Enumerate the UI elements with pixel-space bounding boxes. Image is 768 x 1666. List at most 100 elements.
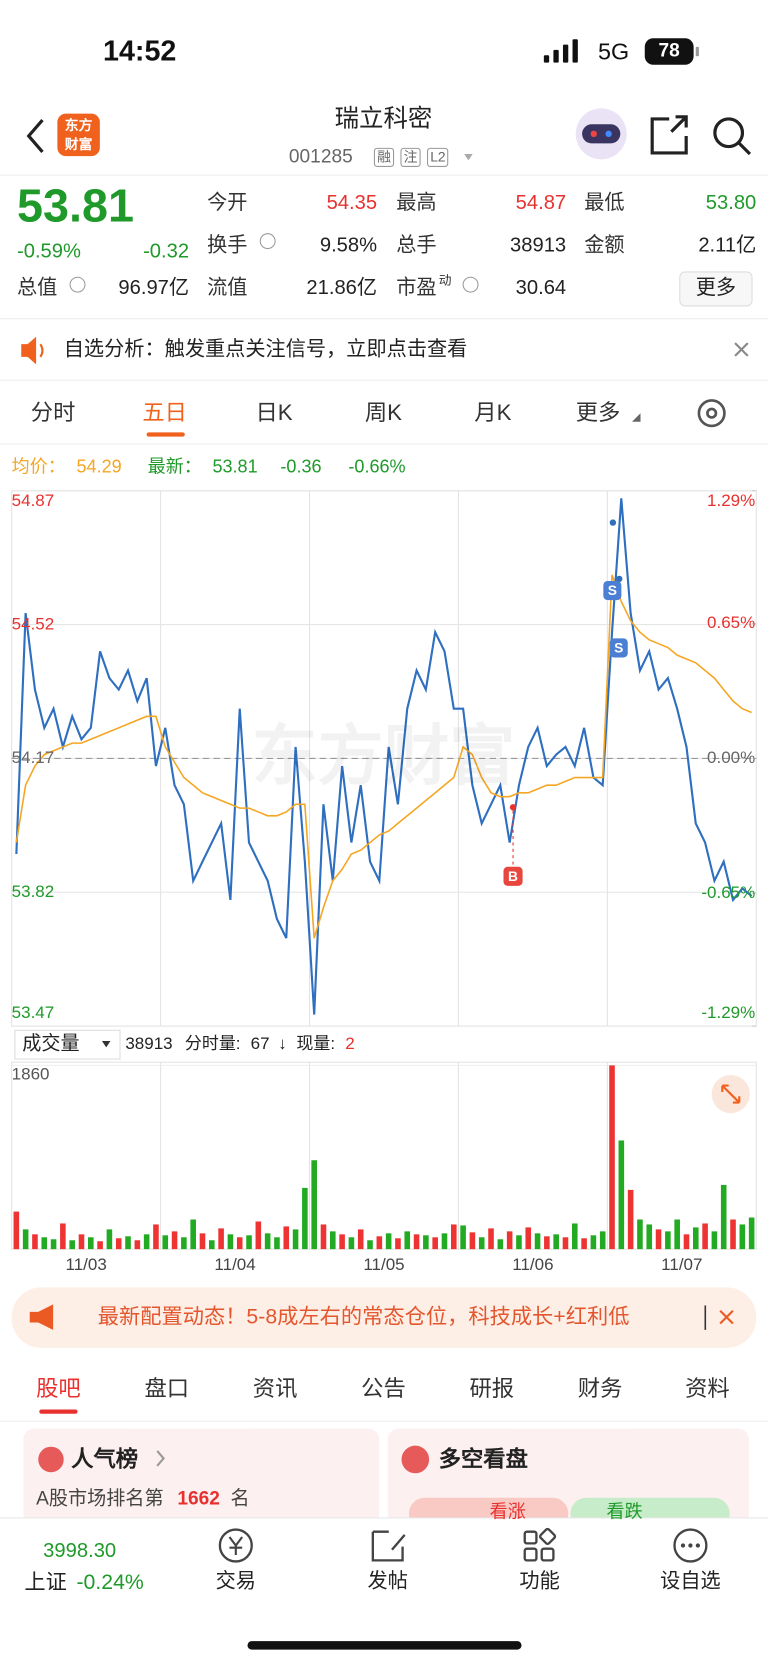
section-tab[interactable]: 研报 [469,1377,515,1402]
more-triangle [632,413,641,422]
nav-item[interactable]: 功能 [519,1570,560,1593]
section-tab[interactable]: 股吧 [36,1377,81,1402]
alert-bar[interactable] [0,318,768,381]
volume-selector-label[interactable]: 成交量 [22,1032,80,1054]
period-tab[interactable]: 分时 [30,400,76,426]
banner-text[interactable]: 最新配置动态！5-8成左右的常态仓位，科技成长+红利低 [97,1305,630,1329]
banner[interactable] [11,1287,757,1348]
period-tab[interactable]: 五日 [142,400,187,426]
logo [57,113,100,157]
volume-bar [544,1236,550,1250]
volume-bar [469,1232,476,1250]
volume-selector[interactable] [14,1029,121,1060]
period-tab[interactable]: 周K [364,400,403,426]
period-tab[interactable]: 日K [255,400,293,426]
section-tab[interactable]: 公告 [361,1377,406,1402]
watchlist-icon[interactable] [673,1528,708,1563]
index-value[interactable]: 3998.30 [43,1539,117,1563]
volume-frame [11,1061,757,1250]
share-icon[interactable] [650,115,688,155]
volume-total: 38913 [125,1035,173,1054]
volume-bar [739,1224,746,1250]
volume-bar [236,1237,243,1250]
post-icon[interactable] [371,1530,406,1562]
info-icon[interactable] [462,276,479,293]
section-tab[interactable]: 资讯 [252,1377,298,1402]
search-icon[interactable] [713,117,745,149]
nav-item[interactable]: 发帖 [367,1570,408,1593]
volume-bar [41,1237,48,1250]
volume-bar [255,1221,262,1250]
section-tab[interactable]: 资料 [685,1377,730,1402]
volume-bar [599,1231,606,1250]
section-tab[interactable]: 财务 [577,1377,623,1402]
info-icon[interactable] [259,233,276,250]
info-icon[interactable] [69,276,86,293]
y-tick-label: 54.17 [11,749,55,768]
field-value: 9.58% [319,234,378,257]
more-button-label[interactable]: 更多 [695,276,737,300]
field-value: 54.35 [326,191,378,215]
period-tab[interactable]: 更多 [575,400,621,426]
battery-icon [644,38,694,65]
volume-bar [720,1184,727,1250]
volume-bar [78,1234,85,1250]
tick-volume: 67 [250,1035,270,1054]
volume-bar [292,1229,299,1250]
volume-bar [385,1233,392,1250]
signal-box [503,866,523,886]
x-tick-label: 11/06 [512,1255,554,1275]
y2-tick-label: -1.29% [701,1004,756,1023]
volume-bar [106,1229,113,1250]
card[interactable] [23,1428,380,1525]
field-value: 53.80 [705,191,757,215]
volume-bar [320,1224,327,1250]
volume-bar [357,1229,364,1250]
volume-bar [227,1234,234,1250]
volume-bar [488,1228,494,1250]
volume-bar [413,1234,420,1250]
volume-bar [609,1065,615,1250]
bottom-nav-cover [0,1518,768,1666]
dropdown-icon[interactable] [464,154,473,161]
badge: L2 [427,147,449,167]
period-tab[interactable]: 月K [474,400,512,426]
section-tab[interactable]: 盘口 [144,1377,190,1402]
home-indicator [247,1641,522,1650]
volume-bar [339,1234,345,1250]
y2-tick-label: -0.65% [701,884,756,903]
x-tick-label: 11/04 [214,1255,256,1275]
banner-close[interactable] [719,1310,734,1325]
function-icon[interactable] [523,1527,557,1562]
volume-bar [618,1140,625,1250]
stock-code: 001285 [288,145,353,167]
volume-bar [13,1211,20,1250]
rank-text: 名 [230,1487,250,1509]
volume-bar [665,1231,671,1250]
signal-box [603,581,622,601]
price-line [15,498,753,1015]
back-icon[interactable] [26,118,44,153]
nav-item[interactable]: 设自选 [660,1570,721,1593]
settings-icon[interactable] [697,399,726,428]
volume-bar [199,1233,206,1250]
index-change[interactable]: -0.24% [76,1570,144,1595]
trade-icon[interactable] [218,1528,253,1563]
field-value: 96.97亿 [118,276,190,300]
index-name[interactable]: 上证 [24,1570,67,1595]
alert-text[interactable]: 自选分析：触发重点关注信号，立即点击查看 [63,338,468,361]
volume-bar [702,1223,708,1250]
volume-bar [134,1240,141,1250]
more-button[interactable] [679,271,753,307]
field-label: 金额 [584,234,625,257]
nav-item[interactable]: 交易 [215,1570,256,1593]
volume-bar [581,1238,587,1250]
y-tick-label: 53.47 [11,1004,55,1023]
field-label: 总手 [396,234,437,257]
y2-tick-label: 0.00% [707,749,756,768]
tab-underline [146,432,185,437]
close-icon[interactable] [734,342,749,357]
volume-bar [50,1239,57,1250]
